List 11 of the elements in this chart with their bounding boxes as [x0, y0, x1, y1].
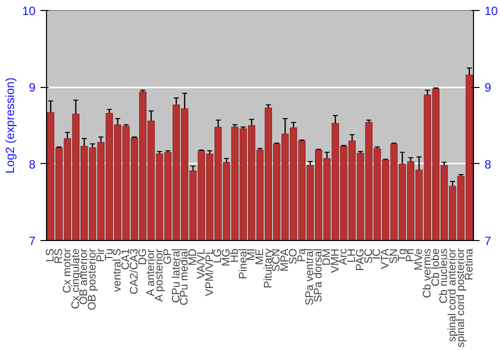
y-axis-title: Log2 (expression)	[3, 77, 18, 174]
y2-tick-label: 8	[484, 157, 492, 172]
y-tick-label: 8	[28, 157, 36, 172]
x-tick-label: Tg	[396, 248, 408, 262]
y2-tick-label: 10	[484, 4, 498, 18]
y-tick-label: 10	[22, 4, 36, 18]
y-tick-label: 7	[28, 234, 36, 248]
y2-tick-label: 7	[484, 234, 492, 248]
x-tick-label: Retina	[463, 248, 476, 280]
y-tick-label: 9	[28, 80, 36, 95]
y2-tick-label: 9	[484, 80, 492, 95]
